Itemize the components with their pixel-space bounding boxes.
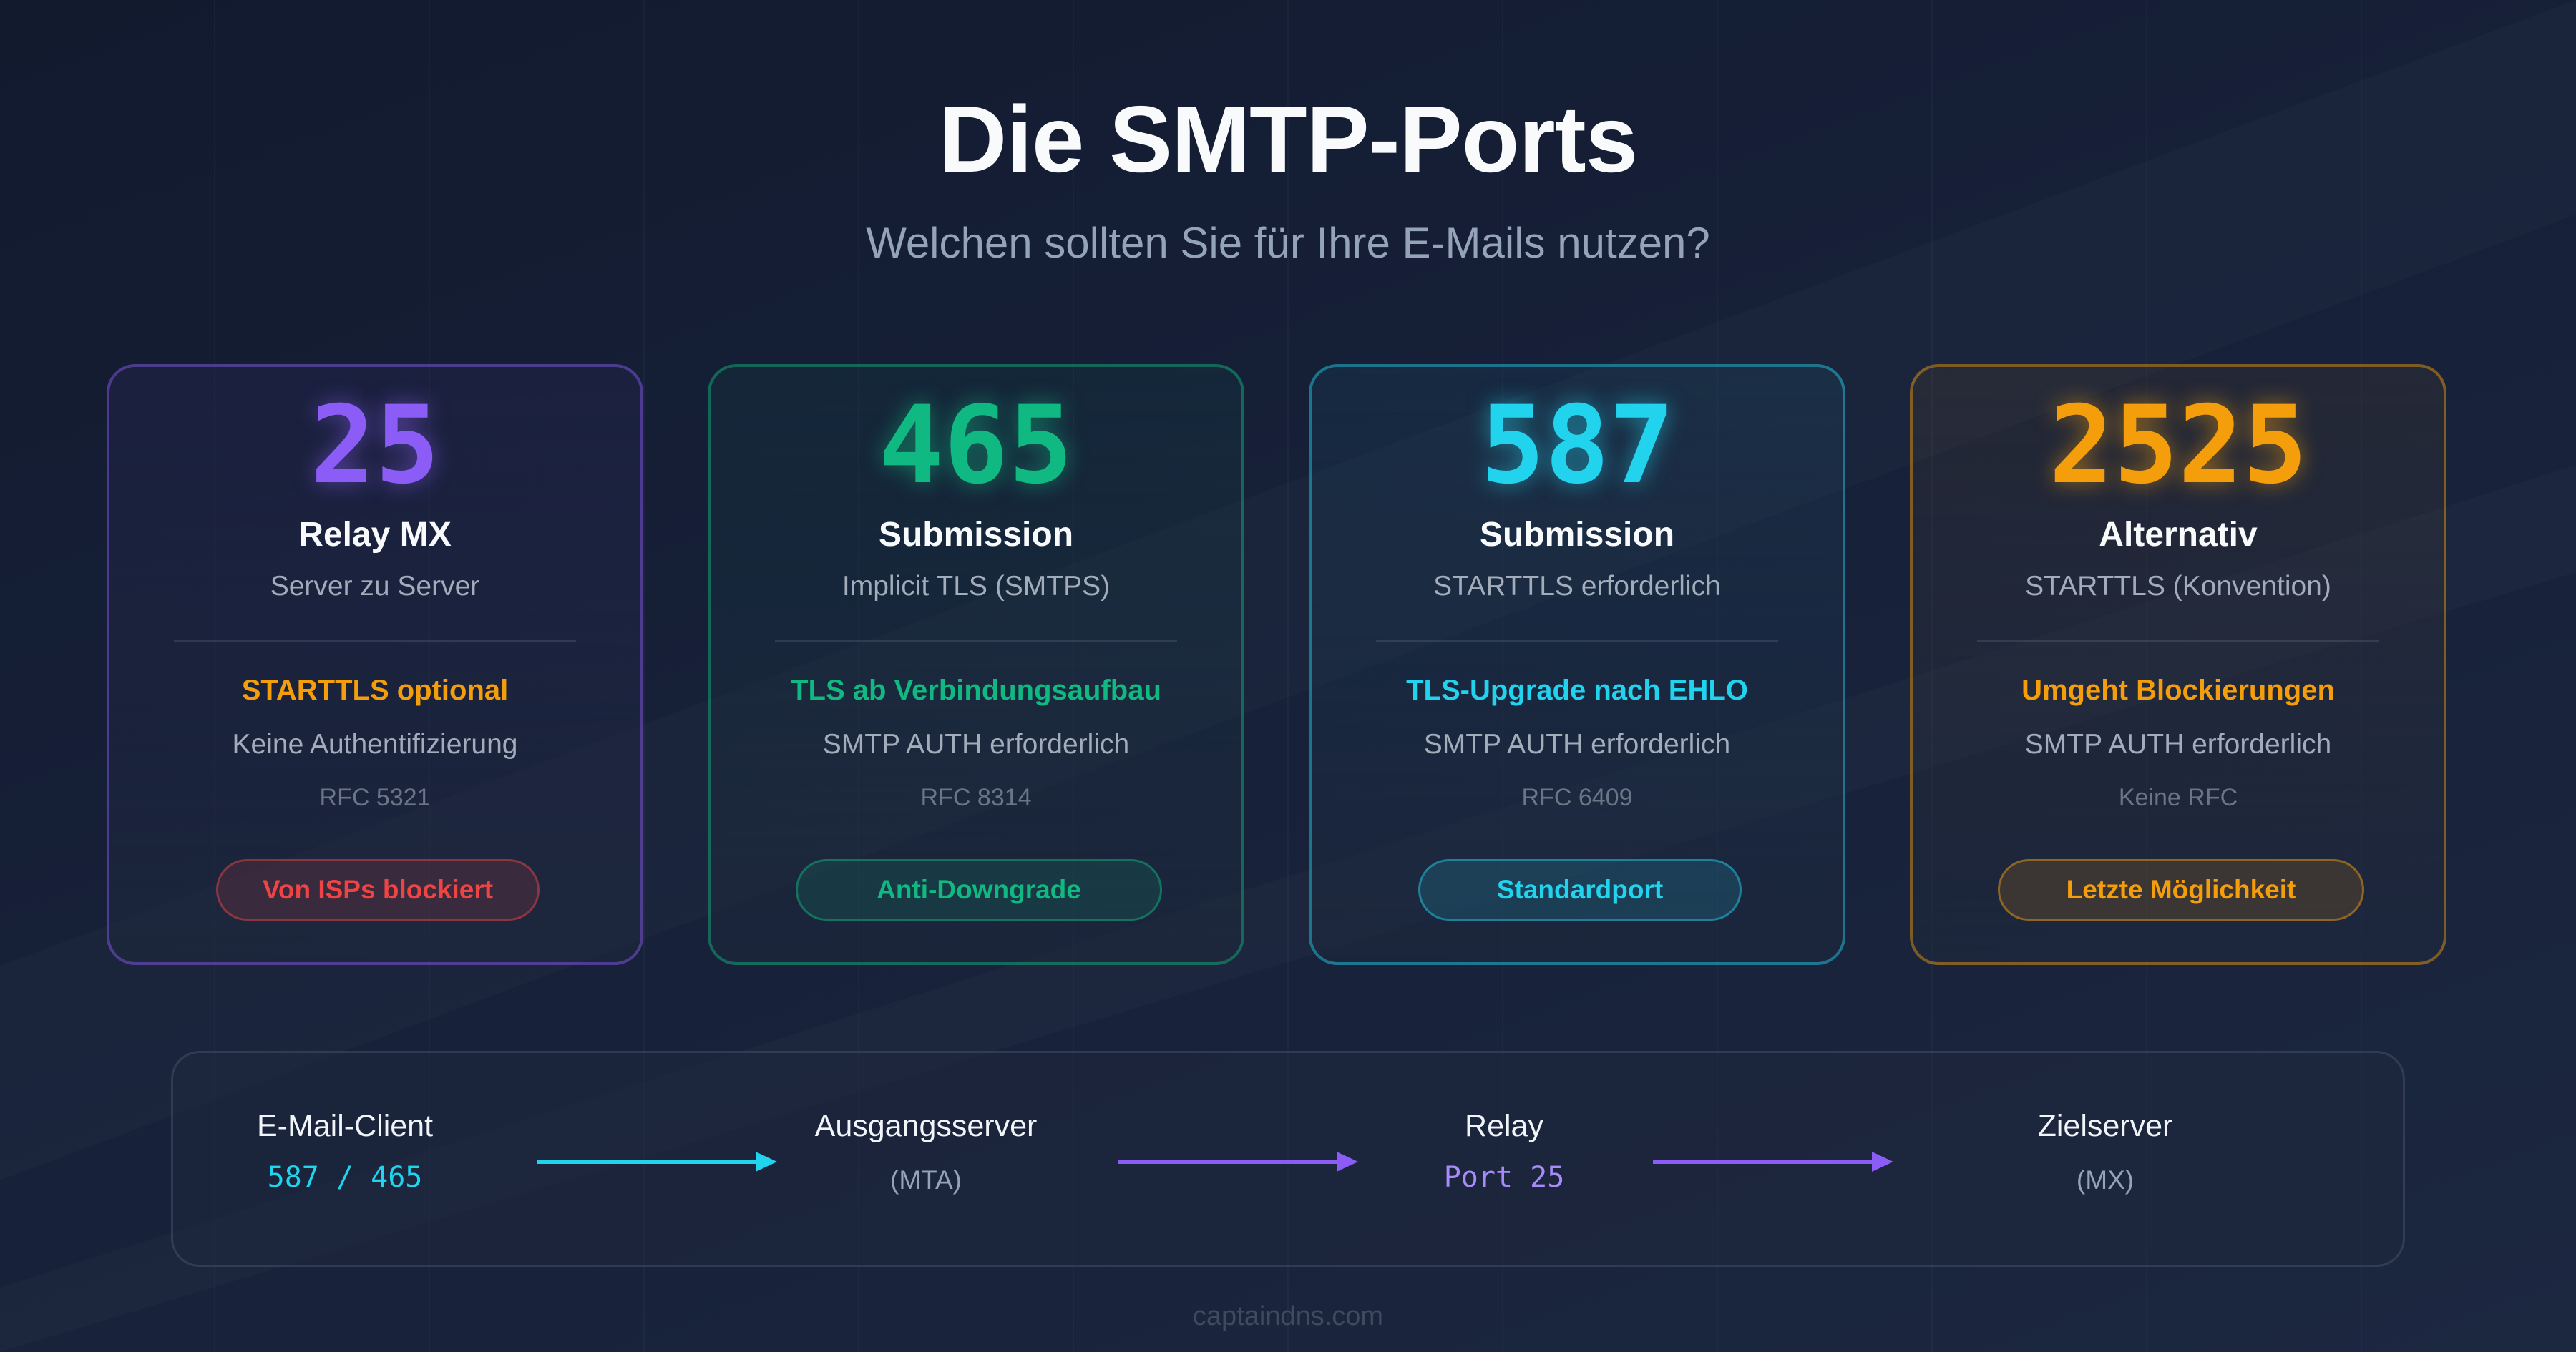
port-rfc: RFC 5321	[319, 784, 431, 811]
port-rfc: Keine RFC	[2118, 784, 2238, 811]
footer-domain: captaindns.com	[1192, 1301, 1384, 1331]
page-subtitle: Welchen sollten Sie für Ihre E-Mails nut…	[866, 219, 1710, 267]
flow-node-outgoing-server: Ausgangsserver	[814, 1109, 1038, 1143]
port-card-587: 587 Submission STARTTLS erforderlich TLS…	[1309, 364, 1845, 965]
port-name: Relay MX	[298, 516, 452, 554]
card-divider	[775, 640, 1177, 642]
port-card-2525: 2525 Alternativ STARTTLS (Konvention) Um…	[1910, 364, 2446, 965]
page-title: Die SMTP-Ports	[938, 87, 1638, 192]
port-auth: SMTP AUTH erforderlich	[1423, 729, 1731, 760]
port-description: STARTTLS erforderlich	[1433, 571, 1721, 602]
status-badge: Letzte Möglichkeit	[1998, 859, 2364, 921]
port-rfc: RFC 6409	[1521, 784, 1633, 811]
port-number: 465	[879, 383, 1073, 508]
port-feature: TLS-Upgrade nach EHLO	[1406, 675, 1748, 706]
arrow-right-icon	[1118, 1152, 1358, 1172]
port-number: 2525	[2049, 383, 2308, 508]
port-feature: STARTTLS optional	[241, 675, 509, 706]
port-auth: SMTP AUTH erforderlich	[2024, 729, 2332, 760]
card-divider	[174, 640, 576, 642]
port-auth: SMTP AUTH erforderlich	[822, 729, 1130, 760]
status-badge: Standardport	[1418, 859, 1742, 921]
flow-node-email-client: E-Mail-Client	[256, 1109, 434, 1143]
status-badge: Von ISPs blockiert	[216, 859, 540, 921]
port-description: Implicit TLS (SMTPS)	[841, 571, 1111, 602]
flow-node-relay-port: Port 25	[1443, 1161, 1565, 1194]
arrow-right-icon	[537, 1152, 777, 1172]
port-description: Server zu Server	[270, 571, 480, 602]
flow-node-outgoing-server-sub: (MTA)	[890, 1165, 962, 1195]
port-feature: TLS ab Verbindungsaufbau	[791, 675, 1161, 706]
port-feature: Umgeht Blockierungen	[2021, 675, 2335, 706]
mail-flow-panel: E-Mail-Client 587 / 465 Ausgangsserver (…	[171, 1051, 2405, 1267]
port-rfc: RFC 8314	[920, 784, 1032, 811]
arrow-right-icon	[1653, 1152, 1893, 1172]
port-auth: Keine Authentifizierung	[232, 729, 518, 760]
port-description: STARTTLS (Konvention)	[2025, 571, 2331, 602]
card-divider	[1977, 640, 2379, 642]
card-divider	[1376, 640, 1778, 642]
port-name: Submission	[1479, 516, 1675, 554]
flow-node-email-client-ports: 587 / 465	[267, 1161, 423, 1194]
port-number: 25	[310, 383, 440, 508]
flow-node-destination-server-sub: (MX)	[2076, 1165, 2135, 1195]
flow-node-relay: Relay	[1465, 1109, 1543, 1143]
status-badge: Anti-Downgrade	[796, 859, 1162, 921]
flow-node-destination-server: Zielserver	[2037, 1109, 2173, 1143]
port-name: Alternativ	[2099, 516, 2258, 554]
port-number: 587	[1480, 383, 1674, 508]
port-name: Submission	[878, 516, 1074, 554]
port-card-25: 25 Relay MX Server zu Server STARTTLS op…	[107, 364, 643, 965]
port-card-465: 465 Submission Implicit TLS (SMTPS) TLS …	[708, 364, 1244, 965]
